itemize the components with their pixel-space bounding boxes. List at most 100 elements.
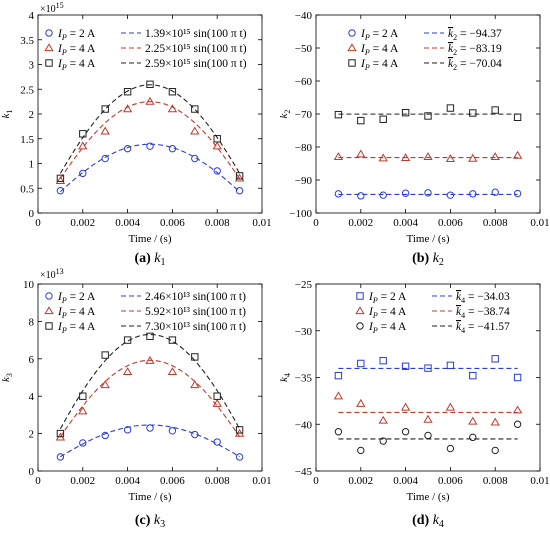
data-point-series-1 bbox=[491, 355, 499, 363]
data-point-series-1 bbox=[191, 430, 199, 439]
data-point-series-3 bbox=[123, 88, 132, 96]
data-point-series-2 bbox=[55, 176, 66, 184]
data-point-series-2 bbox=[356, 398, 366, 407]
x-tick-label: 0 bbox=[313, 475, 319, 487]
legend-marker bbox=[356, 322, 364, 330]
data-point-series-1 bbox=[146, 424, 154, 432]
x-tick-label: 0.004 bbox=[115, 217, 140, 229]
data-point-series-3 bbox=[379, 115, 387, 123]
legend-fit-label: 2.25×10¹⁵ sin(100 π t) bbox=[145, 43, 247, 55]
y-tick-label: 2 bbox=[29, 109, 35, 121]
data-point-series-2 bbox=[490, 152, 500, 161]
data-point-series-3 bbox=[56, 174, 65, 183]
x-tick-label: 0.01 bbox=[530, 217, 549, 229]
data-point-series-3 bbox=[401, 108, 410, 117]
data-point-series-1 bbox=[123, 426, 132, 434]
legend-fit-label: k4 = −38.74 bbox=[456, 306, 510, 320]
data-point-series-3 bbox=[235, 172, 244, 180]
x-tick-label: 0.002 bbox=[348, 217, 373, 229]
legend-fit-label: 2.59×10¹⁵ sin(100 π t) bbox=[145, 58, 247, 70]
data-point-series-2 bbox=[445, 154, 456, 163]
legend-ip-label: IP = 4 A bbox=[57, 58, 96, 72]
data-point-series-2 bbox=[356, 149, 366, 158]
x-tick-label: 0 bbox=[35, 475, 41, 487]
data-point-series-2 bbox=[400, 402, 411, 411]
y-tick-label: 1.5 bbox=[20, 134, 34, 146]
data-point-series-1 bbox=[168, 144, 177, 153]
y-tick-label: −25 bbox=[295, 279, 313, 291]
legend-ip-label: IP = 4 A bbox=[360, 43, 399, 57]
legend-marker bbox=[347, 43, 357, 52]
data-point-series-2 bbox=[333, 391, 344, 400]
legend: IP = 2 A 2.46×10¹³ sin(100 π t) IP = 4 A 5.… bbox=[44, 291, 246, 335]
legend-fit-label: 1.39×10¹⁵ sin(100 π t) bbox=[145, 28, 247, 40]
legend: IP = 2 A k2 = −94.37 IP = 4 A k2 = −83.19 IP… bbox=[347, 28, 502, 72]
data-point-series-1 bbox=[213, 438, 221, 446]
legend-fit-label: k4 = −41.57 bbox=[456, 321, 510, 335]
data-point-series-3 bbox=[469, 109, 477, 117]
x-tick-label: 0 bbox=[35, 217, 41, 229]
legend-ip-label: IP = 4 A bbox=[57, 321, 96, 335]
legend-marker bbox=[356, 292, 364, 300]
data-point-series-3 bbox=[101, 351, 109, 359]
data-point-series-3 bbox=[513, 113, 522, 121]
legend-ip-label: IP = 4 A bbox=[368, 306, 407, 320]
y-tick-label: 3.5 bbox=[20, 35, 34, 47]
data-point-series-2 bbox=[468, 153, 478, 162]
fit-line-series-3 bbox=[59, 84, 241, 174]
legend-marker bbox=[355, 306, 365, 315]
data-point-series-1 bbox=[79, 439, 87, 447]
x-tick-label: 0.002 bbox=[70, 475, 95, 487]
x-tick-label: 0.006 bbox=[438, 217, 463, 229]
data-point-series-3 bbox=[213, 392, 221, 400]
x-tick-label: 0.01 bbox=[252, 217, 271, 229]
y-tick-label: −35 bbox=[295, 373, 313, 385]
panel-caption: (d) k4 bbox=[412, 513, 444, 530]
y-axis-label: k2 bbox=[278, 110, 292, 119]
data-point-series-1 bbox=[357, 359, 365, 368]
y-tick-label: 2.5 bbox=[20, 84, 34, 96]
data-point-series-1 bbox=[469, 190, 477, 198]
data-point-series-1 bbox=[168, 427, 177, 435]
panel-a: 0 0.002 0.004 0.006 0.008 0.01 0 0.5 1 1.5 2 2.5 3 3.… bbox=[0, 1, 272, 268]
data-point-series-2 bbox=[423, 152, 433, 161]
y-tick-label: 8 bbox=[29, 316, 35, 328]
y-tick-label: 2 bbox=[29, 429, 35, 441]
y-tick-label: −40 bbox=[295, 419, 313, 431]
y-tick-label: −100 bbox=[289, 208, 312, 220]
data-point-series-3 bbox=[235, 426, 244, 434]
x-axis-label: Time / (s) bbox=[129, 491, 172, 503]
plot-frame bbox=[37, 283, 263, 472]
x-tick-label: 0.006 bbox=[438, 475, 463, 487]
legend: IP = 2 A 1.39×10¹⁵ sin(100 π t) IP = 4 A 2.… bbox=[44, 28, 247, 72]
data-point-series-2 bbox=[234, 173, 245, 182]
panel-c: 0 0.002 0.004 0.006 0.008 0.01 0 2 4 6 8 10 ×1013 Tim… bbox=[0, 267, 272, 530]
panel-b: 0 0.002 0.004 0.006 0.008 0.01 −100 −90 −80 −70 −6… bbox=[278, 10, 550, 268]
data-point-series-1 bbox=[146, 142, 154, 150]
legend-fit-label: k2 = −70.04 bbox=[448, 58, 502, 72]
data-point-series-2 bbox=[145, 96, 155, 105]
data-point-series-3 bbox=[146, 332, 154, 341]
x-tick-label: 0.006 bbox=[160, 475, 185, 487]
x-tick-label: 0.01 bbox=[530, 475, 549, 487]
data-point-series-2 bbox=[190, 380, 200, 389]
x-axis-label: Time / (s) bbox=[129, 233, 172, 245]
data-point-series-3 bbox=[424, 112, 432, 120]
data-point-series-2 bbox=[78, 141, 88, 150]
x-tick-label: 0.004 bbox=[393, 217, 418, 229]
legend-ip-label: IP = 2 A bbox=[57, 28, 96, 42]
y-tick-label: 3 bbox=[29, 60, 35, 72]
data-point-series-3 bbox=[146, 80, 154, 88]
y-tick-label: 10 bbox=[23, 279, 35, 291]
x-tick-label: 0.004 bbox=[393, 475, 418, 487]
data-point-series-2 bbox=[167, 367, 178, 376]
y-tick-label: 0 bbox=[29, 208, 35, 220]
x-tick-label: 0 bbox=[313, 217, 319, 229]
x-tick-label: 0.008 bbox=[205, 475, 230, 487]
data-point-series-1 bbox=[213, 167, 221, 175]
data-point-series-1 bbox=[446, 361, 455, 370]
data-point-series-2 bbox=[400, 153, 411, 162]
data-point-series-3 bbox=[424, 431, 432, 440]
data-point-series-1 bbox=[424, 189, 432, 197]
